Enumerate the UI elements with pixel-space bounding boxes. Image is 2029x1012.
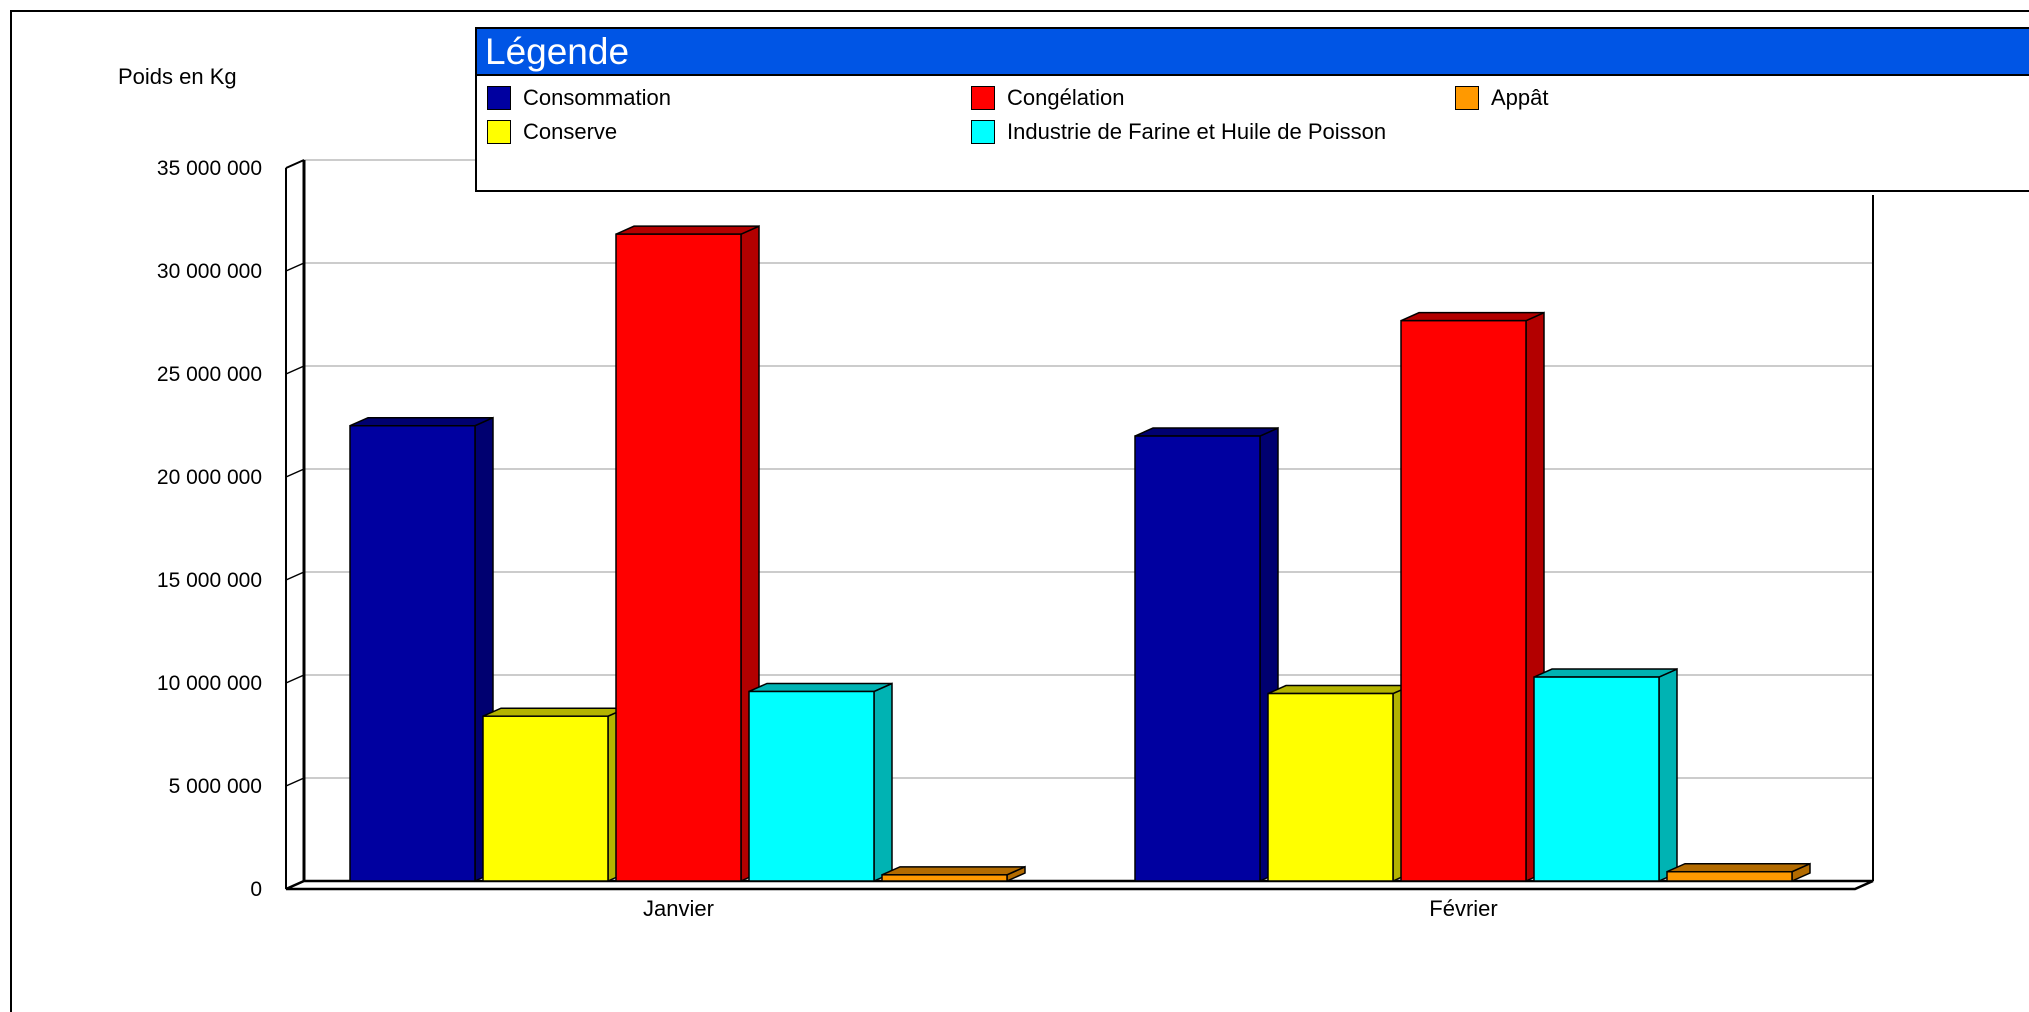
chart-frame [10,10,2029,1012]
bar [1267,684,1412,883]
y-tick-label: 5 000 000 [169,775,262,798]
bar [1400,311,1545,883]
y-tick-label: 0 [250,878,262,901]
legend-label: Consommation [523,85,671,110]
y-axis-top-corner [285,159,305,169]
bar-front [1267,692,1394,882]
bar-top [1400,311,1545,322]
bar-top [748,682,893,693]
bar-top [1666,862,1811,873]
legend-swatch [487,120,511,144]
legend-swatch [971,86,995,110]
bar-top [1267,684,1412,695]
bar-side [873,682,893,883]
tick-mark [285,571,305,581]
y-tick-label: 25 000 000 [157,363,262,386]
legend: Légende Consommation Congélation Appât C… [475,27,2029,192]
y-tick-label: 20 000 000 [157,466,262,489]
bar-front [1533,676,1660,882]
tick-labels: 0 5 000 000 10 000 000 15 000 000 20 000 000… [157,157,1498,921]
legend-label: Conserve [523,119,618,144]
y-tick-label: 15 000 000 [157,569,262,592]
bar [1134,426,1279,883]
bar [482,707,627,883]
bar-top [881,866,1026,876]
bar-front [349,424,476,882]
legend-item-appat: Appât [1455,85,1549,111]
tick-mark [285,365,305,375]
tick-mark [285,777,305,787]
legend-label: Industrie de Farine et Huile de Poisson [1007,119,1387,144]
legend-swatch [1455,86,1479,110]
bar-top [1533,668,1678,678]
bar-front [1134,435,1261,882]
y-tick-label: 35 000 000 [157,157,262,180]
y-tick-label: 10 000 000 [157,672,262,695]
floor [285,879,1874,891]
bar-front [748,690,875,882]
bar-top [349,416,494,427]
bar-top [482,707,627,717]
bar [748,682,893,883]
bar-front [881,874,1008,882]
bar [349,416,494,883]
bar-front [482,715,609,882]
bar-front [1400,319,1527,882]
legend-item-congelation: Congélation [971,85,1124,111]
legend-item-consommation: Consommation [487,85,671,111]
y-tick-label: 30 000 000 [157,260,262,283]
bar-front [1666,870,1793,882]
bar-side [1658,667,1678,883]
bar-top [1134,427,1279,437]
legend-item-conserve: Conserve [487,119,617,145]
bars [349,225,1811,883]
legend-label: Congélation [1007,85,1125,110]
x-category-label: Février [1429,896,1497,921]
bar [1666,862,1811,883]
legend-item-industrie: Industrie de Farine et Huile de Poisson [971,119,1386,145]
bar-front [615,233,742,882]
legend-swatch [971,120,995,144]
legend-label: Appât [1491,85,1549,110]
tick-mark [285,262,305,272]
bar-top [615,225,760,235]
legend-swatch [487,86,511,110]
bar [615,225,760,883]
y-axis-label: Poids en Kg [118,64,237,89]
x-category-label: Janvier [643,896,714,921]
tick-mark [285,674,305,684]
bar [1533,667,1678,883]
tick-mark [285,468,305,478]
bar [881,865,1026,883]
legend-title: Légende [477,29,2029,76]
